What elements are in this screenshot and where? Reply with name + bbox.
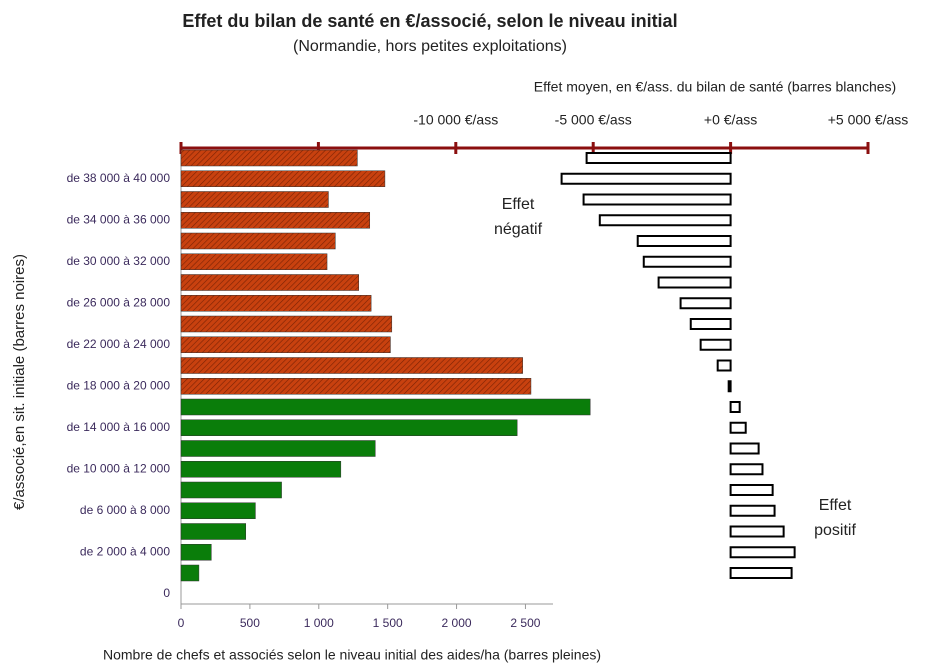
y-tick-label: de 18 000 à 20 000 [67, 378, 171, 392]
annotation: Effet [819, 497, 852, 514]
x2-tick-label: +5 000 €/ass [828, 112, 909, 128]
effect-bar [689, 318, 732, 330]
annotation: Effet [502, 196, 535, 213]
bar [180, 544, 212, 561]
effect-bar [642, 255, 732, 268]
bar [180, 523, 247, 540]
y-tick-label: de 10 000 à 12 000 [67, 461, 171, 475]
y-tick-label: 0 [163, 586, 170, 600]
effect-bar [598, 214, 732, 227]
chart-subtitle: (Normandie, hors petites exploitations) [293, 38, 567, 55]
effect-bar [582, 193, 732, 206]
bar [180, 253, 328, 270]
chart-title: Effet du bilan de santé en €/associé, se… [182, 11, 677, 31]
x-tick-label: 2 500 [510, 616, 540, 630]
x2-axis-label: Effet moyen, en €/ass. du bilan de santé… [534, 79, 896, 95]
effect-bar [729, 442, 760, 455]
x-tick-label: 500 [240, 616, 260, 630]
effect-bar [729, 504, 776, 517]
effect-bar [657, 276, 732, 289]
y-tick-label: de 6 000 à 8 000 [80, 503, 170, 517]
effect-bar [716, 359, 732, 372]
bar [180, 378, 532, 395]
y-axis-label: €/associé,en sit. initiale (barres noire… [11, 254, 28, 510]
y-tick-label: de 2 000 à 4 000 [80, 544, 170, 558]
y-tick-label: de 30 000 à 32 000 [67, 254, 171, 268]
x2-tick-label: -10 000 €/ass [413, 112, 498, 128]
bar [180, 315, 393, 333]
bar [180, 274, 359, 291]
bar [180, 212, 371, 229]
bar [180, 149, 358, 167]
effect-bar [727, 380, 732, 393]
x2-tick-label: -5 000 €/ass [555, 112, 632, 128]
bar [180, 336, 391, 353]
effect-bar [585, 152, 732, 164]
x-tick-label: 0 [178, 616, 185, 630]
effect-bar [729, 463, 764, 476]
x-axis-label: Nombre de chefs et associés selon le niv… [103, 647, 601, 663]
x-tick-label: 2 000 [442, 616, 472, 630]
effect-bar [636, 235, 732, 247]
y-tick-label: de 14 000 à 16 000 [67, 420, 171, 434]
bar [180, 461, 342, 478]
effect-bar [729, 421, 747, 434]
bar [180, 564, 200, 582]
annotation: positif [814, 522, 856, 539]
bar [180, 440, 376, 457]
bar [180, 357, 523, 374]
y-tick-label: de 38 000 à 40 000 [67, 171, 171, 185]
y-tick-label: de 34 000 à 36 000 [67, 212, 171, 226]
x2-tick-label: +0 €/ass [704, 112, 757, 128]
effect-bar [729, 567, 793, 579]
x-tick-label: 1 000 [304, 616, 334, 630]
bar [180, 481, 282, 499]
effect-bar [729, 401, 741, 413]
bar [180, 170, 386, 187]
annotation: négatif [494, 221, 543, 238]
effect-bar [729, 546, 796, 559]
effect-bar [729, 484, 774, 496]
y-tick-label: de 26 000 à 28 000 [67, 295, 171, 309]
bar [180, 232, 336, 250]
effect-bar [560, 172, 732, 185]
bar [180, 295, 372, 312]
effect-bar [729, 525, 785, 538]
bar [180, 191, 329, 208]
bar [180, 419, 518, 436]
bar [180, 398, 591, 416]
effect-bar [679, 297, 732, 310]
effect-bar [699, 338, 732, 351]
x-tick-label: 1 500 [373, 616, 403, 630]
y-tick-label: de 22 000 à 24 000 [67, 337, 171, 351]
bar [180, 502, 256, 519]
